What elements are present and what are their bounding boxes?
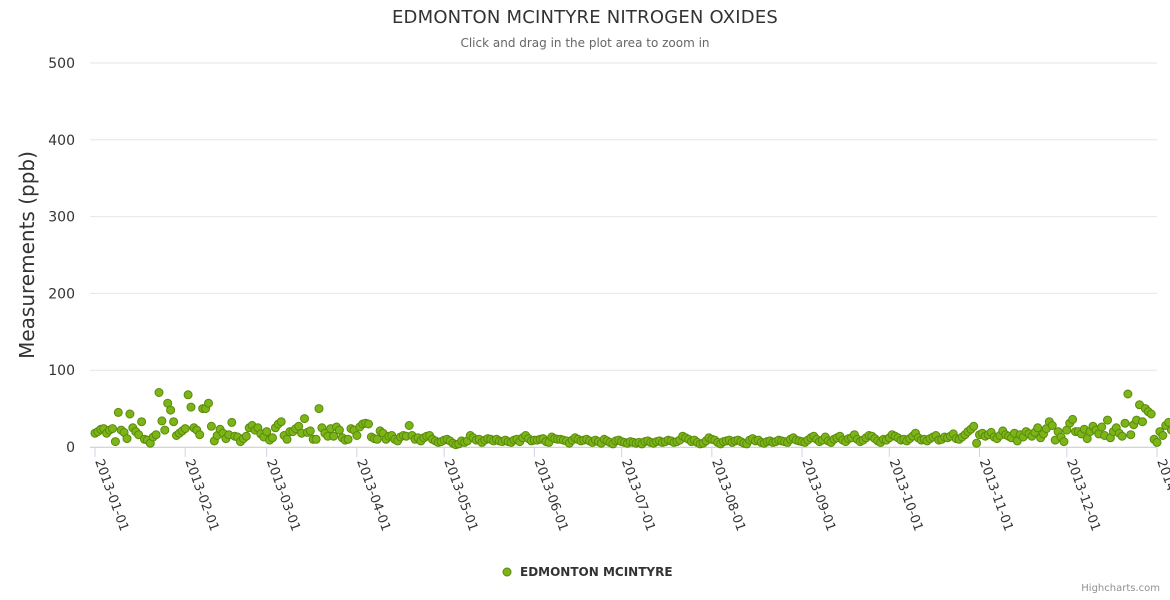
data-point[interactable] xyxy=(352,431,362,440)
chart-title: EDMONTON MCINTYRE NITROGEN OXIDES xyxy=(391,7,779,28)
data-point[interactable] xyxy=(154,388,164,397)
x-tick-label: 2013-02-01 xyxy=(181,457,221,533)
x-tick-label: 2013-11-01 xyxy=(976,457,1016,533)
x-tick-label: 2013-12-01 xyxy=(1063,457,1103,533)
data-point[interactable] xyxy=(1033,423,1043,433)
credits-link[interactable]: Highcharts.com xyxy=(1081,583,1160,594)
data-point[interactable] xyxy=(1047,421,1057,430)
data-point[interactable] xyxy=(113,407,123,417)
data-point[interactable] xyxy=(372,434,382,444)
data-point[interactable] xyxy=(334,425,344,435)
data-point[interactable] xyxy=(134,430,144,440)
data-point[interactable] xyxy=(206,421,216,431)
data-point[interactable] xyxy=(972,438,982,448)
y-axis-ticks: 0 100 200 300 400 500 xyxy=(48,56,75,456)
data-point[interactable] xyxy=(204,398,213,408)
data-point[interactable] xyxy=(404,421,414,430)
data-point[interactable] xyxy=(1097,422,1107,432)
y-tick-label: 200 xyxy=(48,286,75,302)
data-point[interactable] xyxy=(314,404,324,414)
data-point[interactable] xyxy=(1138,417,1147,427)
data-point[interactable] xyxy=(108,424,117,434)
data-point[interactable] xyxy=(1158,431,1168,440)
data-point[interactable] xyxy=(169,417,179,427)
data-point[interactable] xyxy=(969,421,979,431)
data-point[interactable] xyxy=(122,434,132,444)
data-point[interactable] xyxy=(195,430,205,440)
data-point[interactable] xyxy=(343,434,353,444)
x-tick-label: 2013-07-01 xyxy=(618,457,658,533)
data-point[interactable] xyxy=(241,431,251,441)
grid-lines xyxy=(90,62,1157,448)
x-tick-label: 2014-01-01 xyxy=(1153,457,1170,533)
y-tick-label: 400 xyxy=(48,133,75,149)
x-tick-label: 2013-08-01 xyxy=(708,457,748,533)
data-point[interactable] xyxy=(166,405,176,415)
y-tick-label: 300 xyxy=(48,210,75,226)
data-point[interactable] xyxy=(157,416,167,426)
legend-item[interactable]: EDMONTON MCINTYRE xyxy=(502,565,673,579)
x-axis: 2013-01-01 2013-02-01 2013-03-01 2013-04-01… xyxy=(90,447,1170,533)
data-point[interactable] xyxy=(180,424,190,434)
series-points[interactable] xyxy=(90,388,1170,450)
data-point[interactable] xyxy=(311,434,321,444)
data-point[interactable] xyxy=(305,426,315,436)
x-tick-label: 2013-09-01 xyxy=(798,457,838,533)
data-point[interactable] xyxy=(268,433,277,443)
chart-subtitle: Click and drag in the plot area to zoom … xyxy=(460,36,710,50)
x-tick-label: 2013-03-01 xyxy=(263,457,303,533)
data-point[interactable] xyxy=(276,417,286,427)
data-point[interactable] xyxy=(1103,415,1112,425)
data-point[interactable] xyxy=(1068,414,1078,424)
data-point[interactable] xyxy=(364,419,373,429)
data-point[interactable] xyxy=(329,431,339,441)
data-point[interactable] xyxy=(282,434,292,444)
x-tick-label: 2013-04-01 xyxy=(353,457,393,533)
y-tick-label: 100 xyxy=(48,363,75,379)
data-point[interactable] xyxy=(1059,437,1069,447)
legend-marker xyxy=(502,567,512,577)
data-point[interactable] xyxy=(1167,425,1170,435)
x-tick-label: 2013-10-01 xyxy=(886,457,926,533)
x-tick-label: 2013-01-01 xyxy=(91,457,131,533)
data-point[interactable] xyxy=(125,409,135,419)
data-point[interactable] xyxy=(300,414,309,424)
data-point[interactable] xyxy=(1117,431,1127,441)
data-point[interactable] xyxy=(1164,417,1170,427)
data-point[interactable] xyxy=(1152,437,1162,447)
x-tick-label: 2013-05-01 xyxy=(440,457,480,533)
data-point[interactable] xyxy=(137,417,147,427)
data-point[interactable] xyxy=(110,437,120,447)
data-point[interactable] xyxy=(186,402,196,412)
x-tick-label: 2013-06-01 xyxy=(531,457,571,533)
legend-label: EDMONTON MCINTYRE xyxy=(520,565,673,579)
legend[interactable]: EDMONTON MCINTYRE xyxy=(502,565,673,579)
data-point[interactable] xyxy=(1146,409,1156,419)
y-tick-label: 500 xyxy=(48,56,75,72)
data-point[interactable] xyxy=(151,430,161,440)
data-point[interactable] xyxy=(183,390,193,400)
data-point[interactable] xyxy=(227,417,237,427)
data-point[interactable] xyxy=(1123,389,1133,399)
y-tick-label: 0 xyxy=(66,440,75,456)
data-point[interactable] xyxy=(1120,418,1130,428)
data-point[interactable] xyxy=(160,425,170,435)
data-point[interactable] xyxy=(1126,430,1136,440)
data-point[interactable] xyxy=(262,427,272,437)
